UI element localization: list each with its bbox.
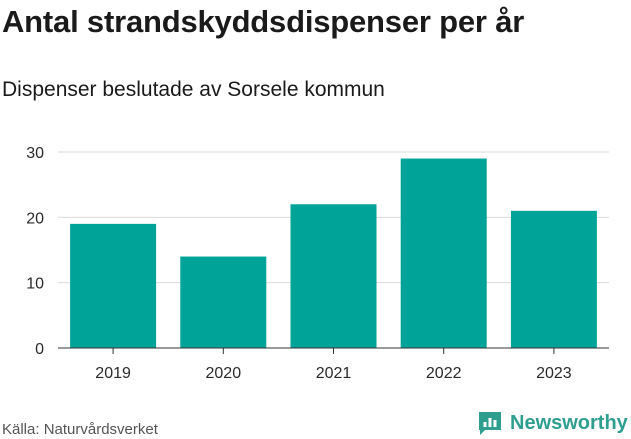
x-tick-label: 2020	[206, 365, 242, 382]
x-axis-ticks: 2019 2020 2021 2022 2023	[95, 348, 572, 382]
bar-2022	[400, 158, 487, 348]
newsworthy-logo-icon	[479, 412, 501, 435]
bar-2020	[180, 256, 267, 348]
source-note: Källa: Naturvårdsverket	[2, 421, 158, 438]
bar-2019	[70, 223, 157, 348]
x-tick-label: 2021	[316, 365, 352, 382]
x-tick-label: 2022	[426, 365, 462, 382]
y-tick-label: 30	[26, 145, 44, 162]
x-tick-label: 2019	[95, 365, 131, 382]
bar-2023	[510, 210, 597, 348]
bars	[70, 158, 597, 348]
y-tick-label: 20	[26, 210, 44, 227]
brand-name: Newsworthy	[510, 411, 628, 434]
chart-title: Antal strandskyddsdispenser per år	[2, 4, 525, 39]
newsworthy-brand: Newsworthy	[476, 408, 628, 438]
y-axis-ticks: 0 10 20 30	[26, 145, 44, 358]
y-tick-label: 0	[35, 341, 44, 358]
bar-2021	[290, 204, 377, 348]
y-tick-label: 10	[26, 276, 44, 293]
x-tick-label: 2023	[536, 365, 572, 382]
chart-subtitle: Dispenser beslutade av Sorsele kommun	[2, 78, 385, 101]
